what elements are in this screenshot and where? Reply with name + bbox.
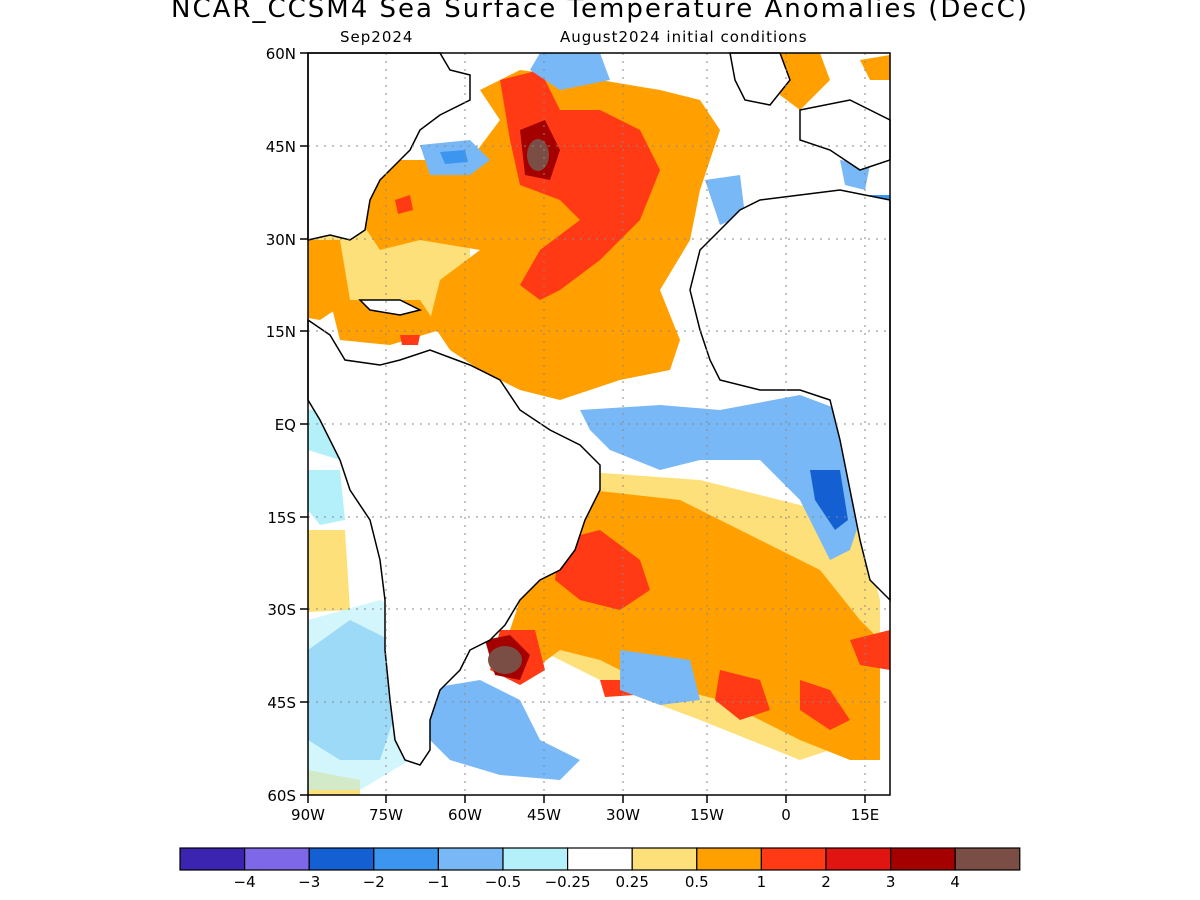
colorbar-swatch — [760, 847, 827, 871]
colorbar-label: 4 — [950, 873, 960, 891]
colorbar-swatch — [825, 847, 892, 871]
colorbar-label: 1 — [757, 873, 767, 891]
colorbar-swatch — [244, 847, 310, 871]
lat-label: 15N — [266, 323, 296, 341]
lon-label: 75W — [369, 806, 403, 824]
initial-conditions-label: August2024 initial conditions — [560, 28, 808, 46]
colorbar-swatch — [373, 847, 439, 871]
lat-label: EQ — [275, 416, 296, 434]
colorbar-swatch — [566, 847, 633, 871]
lon-label: 60W — [448, 806, 482, 824]
colorbar-label: 2 — [821, 873, 831, 891]
colorbar-swatch — [696, 847, 762, 871]
colorbar-swatch — [954, 847, 1021, 871]
lon-label: 15E — [851, 806, 880, 824]
lat-label: 30S — [267, 601, 296, 619]
graticule — [308, 53, 890, 795]
lon-label: 15W — [690, 806, 724, 824]
axis-ticks — [300, 52, 866, 803]
anomaly-field — [308, 53, 890, 795]
colorbar-label: 0.5 — [685, 873, 709, 891]
colorbar-label: −0.25 — [545, 873, 591, 891]
lon-label: 90W — [291, 806, 325, 824]
longitude-labels: 90W 75W 60W 45W 30W 15W 0 15E — [291, 806, 879, 824]
lat-label: 45N — [266, 138, 296, 156]
colorbar-swatch — [889, 847, 956, 871]
lat-label: 45S — [267, 694, 296, 712]
colorbar-label: −0.5 — [485, 873, 521, 891]
colorbar-swatch — [179, 847, 246, 871]
colorbar-label: 0.25 — [615, 873, 648, 891]
colorbar-label: −3 — [298, 873, 320, 891]
map-title: NCAR_CCSM4 Sea Surface Temperature Anoma… — [171, 0, 1029, 24]
colorbar-swatch — [308, 847, 375, 871]
colorbar-label: 3 — [886, 873, 896, 891]
lat-label: 60N — [266, 45, 296, 63]
colorbar-label: −4 — [234, 873, 256, 891]
lat-label: 60S — [267, 787, 296, 805]
lon-label: 45W — [527, 806, 561, 824]
forecast-month: Sep2024 — [340, 28, 414, 46]
colorbar-label: −1 — [427, 873, 449, 891]
lat-label: 15S — [267, 509, 296, 527]
lat-label: 30N — [266, 231, 296, 249]
colorbar-label: −2 — [363, 873, 385, 891]
latitude-labels: 60N 45N 30N 15N EQ 15S 30S 45S 60S — [266, 45, 296, 805]
lon-label: 30W — [606, 806, 640, 824]
colorbar-swatch — [631, 847, 698, 871]
colorbar-swatch — [502, 847, 569, 871]
colorbar-swatch — [437, 847, 504, 871]
lon-label: 0 — [781, 806, 791, 824]
colorbar: −4 −3 −2 −1 −0.5 −0.25 0.25 0.5 1 2 3 4 — [179, 847, 1021, 891]
